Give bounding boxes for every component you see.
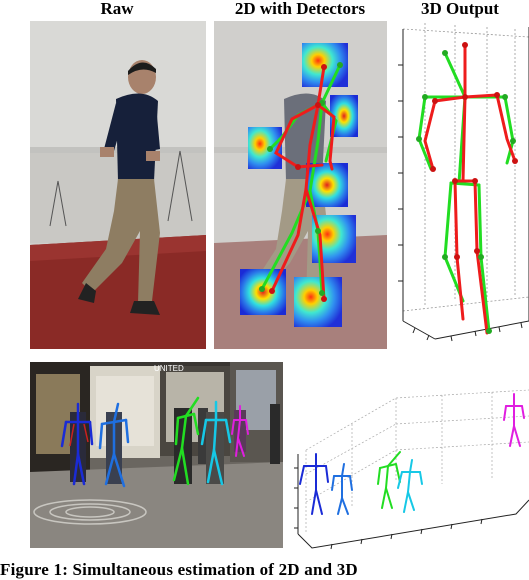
pose-2d-green-person [172,396,200,486]
store-sign: UNITED [154,364,184,373]
pose-2d-blue-dark [60,402,94,486]
detector-heatmap-ankle-right [294,277,342,327]
pose-3d-blue-dark [299,453,329,515]
detectors-column-title: 2D with Detectors [234,0,366,18]
pose-2d-red [270,65,336,301]
axis-ticks-multi [294,467,483,550]
pose-3d-red [423,43,517,335]
pose-2d-magenta-person [231,405,249,457]
axis-ticks [398,64,523,342]
detectors-photo-panel [214,21,387,349]
raw-column-title: Raw [100,0,134,18]
street-photo-panel: UNITED [30,362,283,548]
grid-lines-multi [305,389,529,532]
raw-photo [30,21,206,349]
carpet [30,235,206,349]
pose-3d-blue-mid [331,463,353,515]
raw-photo-panel [30,21,206,349]
multi-person-3d-plot [294,389,529,550]
figure-caption: Figure 1: Simultaneous estimation of 2D … [0,560,358,579]
detectors-photo [214,21,387,349]
pose-3d-magenta-person [503,393,525,447]
pose-3d-cyan-person [397,459,423,513]
pose-2d-blue-mid [98,402,130,488]
multi-person-3d-panel [292,384,529,550]
pose-2d-cyan-person [200,400,232,486]
output-3d-plot [398,23,529,342]
pose-3d-green-person [377,451,401,509]
output-column-title: 3D Output [421,0,499,18]
output-3d-panel [395,21,529,351]
street-photo: UNITED [30,362,283,548]
detector-heatmap-wrist [248,127,282,169]
